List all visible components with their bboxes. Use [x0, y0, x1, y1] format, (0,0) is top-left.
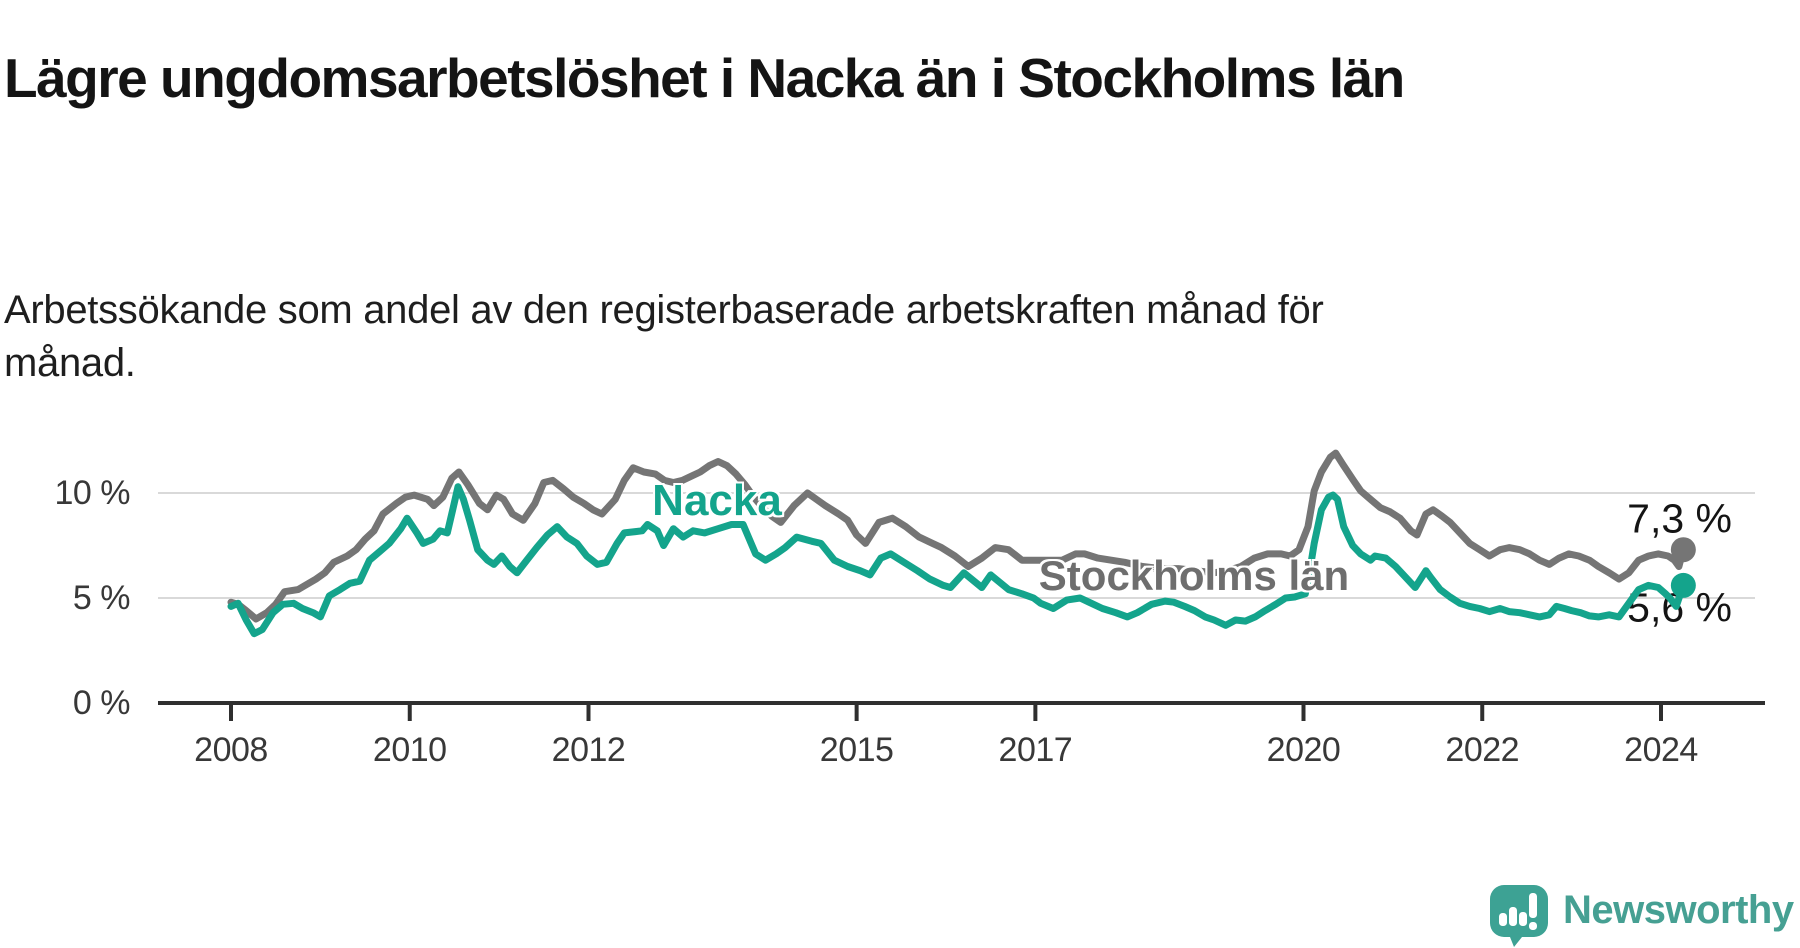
series-line-nacka	[227, 483, 1687, 638]
end-value-labels: 7,3 %5,6 %	[1627, 496, 1732, 631]
series-label-stockholms-lan: Stockholms län	[1038, 552, 1350, 599]
page-title: Lägre ungdomsarbetslöshet i Nacka än i S…	[4, 46, 1405, 109]
y-tick-label-0: 0 %	[72, 684, 131, 722]
x-tick-label-2024: 2024	[1624, 731, 1698, 769]
x-tick-label-2017: 2017	[998, 731, 1073, 769]
y-tick-label-10: 10 %	[54, 474, 131, 512]
newsworthy-logo-text: Newsworthy	[1563, 888, 1794, 932]
series-label-nacka: Nacka	[652, 476, 782, 525]
x-tick-label-2008: 2008	[194, 731, 268, 769]
x-tick-label-2020: 2020	[1266, 731, 1341, 769]
end-label-stockholm: 7,3 %	[1627, 496, 1732, 542]
x-tick-label-2010: 2010	[372, 731, 447, 769]
y-tick-label-5: 5 %	[72, 579, 131, 617]
end-dot-stockholm	[1670, 537, 1696, 563]
x-axis	[158, 701, 1765, 721]
x-tick-label-2012: 2012	[551, 731, 626, 769]
gridlines	[158, 492, 1755, 599]
end-dot-nacka	[1670, 572, 1696, 598]
series-end-dots	[1670, 537, 1696, 598]
x-tick-label-2015: 2015	[819, 731, 894, 769]
series-lines	[227, 449, 1687, 638]
page-subtitle: Arbetssökande som andel av den registerb…	[4, 288, 1324, 385]
logo-bar-chart-icon	[1499, 893, 1537, 930]
series-line-stockholm	[227, 449, 1687, 623]
newsworthy-logo-icon	[1490, 885, 1548, 947]
x-tick-label-2022: 2022	[1445, 731, 1520, 769]
